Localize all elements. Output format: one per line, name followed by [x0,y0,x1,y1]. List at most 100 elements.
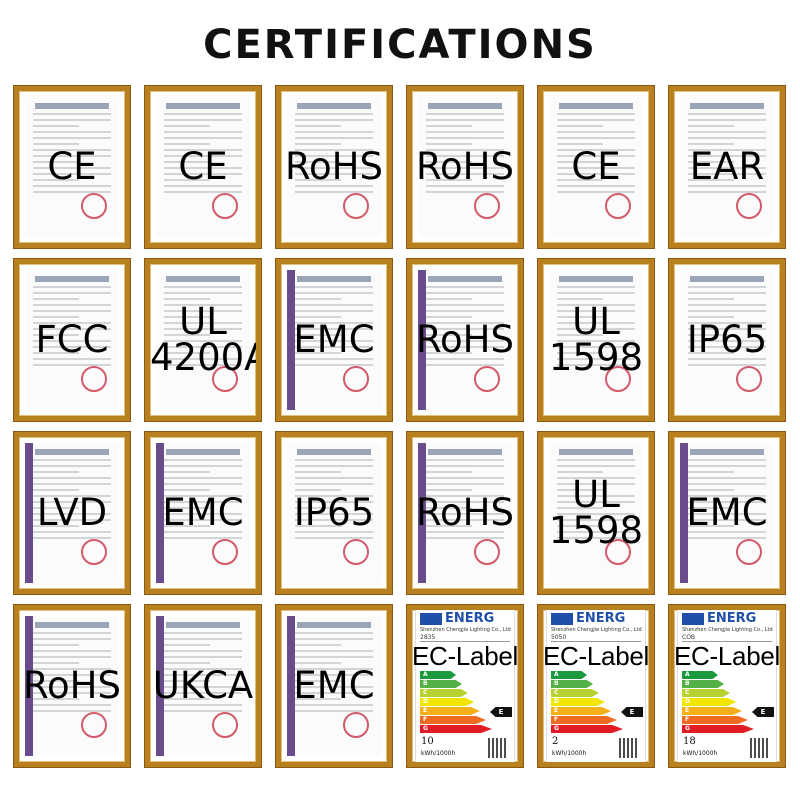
document-text-line [557,310,635,312]
energy-value: 2 [552,736,559,747]
document-text-line [295,710,373,712]
document-text-line [295,286,373,288]
energy-model: 5050 [551,634,641,642]
energy-class-bar: C [551,689,599,697]
document-text-line [164,489,210,491]
document-text-line [688,167,766,169]
document-text-line [164,638,242,640]
document-text-line [295,537,373,539]
energy-company: Shenzhen Chengjie Lighting Co., Ltd [420,627,511,633]
document-text-line [164,674,242,676]
energy-class-arrow: E [752,707,774,717]
document-text-line [164,167,242,169]
document-header [690,103,764,109]
certificate-document [549,97,643,237]
document-text-line [426,489,472,491]
document-text-line [164,292,242,294]
energy-unit: kWh/1000h [421,750,456,757]
energy-unit: kWh/1000h [552,750,587,757]
document-text-line [688,501,766,503]
document-text-line [688,346,766,348]
document-text-line [295,644,341,646]
document-text-line [33,179,79,181]
document-text-line [557,143,603,145]
document-text-line [557,465,635,467]
certificate-card: EMC [669,432,785,594]
document-text-line [557,173,635,175]
certificate-document [287,616,381,756]
energy-unit: kWh/1000h [683,750,718,757]
energy-class-bar: F [682,716,748,724]
document-text-line [295,680,341,682]
document-header [166,103,240,109]
certificate-card: IP65 [669,259,785,421]
energy-class-bar: C [420,689,468,697]
document-text-line [164,686,242,688]
document-text-line [557,364,635,366]
energy-header: ENERG [551,612,625,625]
document-text-line [557,519,635,521]
document-text-line [688,507,734,509]
document-header [690,276,764,282]
document-text-line [557,137,635,139]
stamp-icon [81,366,107,392]
certificate-document [25,97,119,237]
certificate-label: UL 1598 [548,300,644,379]
document-text-line [33,173,111,175]
document-text-line [33,495,111,497]
eu-flag-icon [551,613,573,625]
document-text-line [295,304,373,306]
document-text-line [164,519,242,521]
qr-code-icon [619,738,639,758]
document-text-line [164,465,242,467]
document-text-line [295,328,373,330]
document-text-line [426,459,504,461]
certificate-card: ENERG Shenzhen Chengjie Lighting Co., Ltd… [669,605,785,767]
document-text-line [426,340,504,342]
document-text-line [33,131,111,133]
energy-label: ENERG Shenzhen Chengjie Lighting Co., Ltd… [415,610,515,762]
document-text-line [164,286,242,288]
certificate-side-band [25,443,33,583]
energy-class-bar: G [420,725,492,733]
stamp-icon [474,539,500,565]
document-text-line [164,161,210,163]
document-text-line [33,113,111,115]
document-text-line [164,310,242,312]
certificate-label: RoHS [285,145,383,188]
document-header [428,276,502,282]
document-text-line [557,304,635,306]
qr-code-icon [750,738,770,758]
document-header [35,103,109,109]
document-text-line [557,334,603,336]
document-text-line [33,322,111,324]
stamp-icon [343,366,369,392]
document-text-line [164,304,242,306]
document-text-line [426,352,472,354]
document-text-line [295,352,341,354]
certificate-label: FCC [35,318,109,361]
document-text-line [33,674,111,676]
document-text-line [688,316,734,318]
stamp-icon [736,193,762,219]
eu-flag-icon [682,613,704,625]
certificate-card: CE [14,86,130,248]
certificate-document [418,270,512,410]
document-text-line [688,292,766,294]
document-text-line [33,137,111,139]
document-text-line [295,674,373,676]
energy-class-bar: D [551,698,605,706]
document-text-line [688,495,766,497]
certificate-document [680,443,774,583]
stamp-icon [81,712,107,738]
document-text-line [33,298,79,300]
document-text-line [295,501,373,503]
document-text-line [33,632,111,634]
document-text-line [295,459,373,461]
document-text-line [164,143,210,145]
document-text-line [33,471,79,473]
document-text-line [295,161,341,163]
document-text-line [688,131,766,133]
document-text-line [295,507,341,509]
document-text-line [295,686,373,688]
